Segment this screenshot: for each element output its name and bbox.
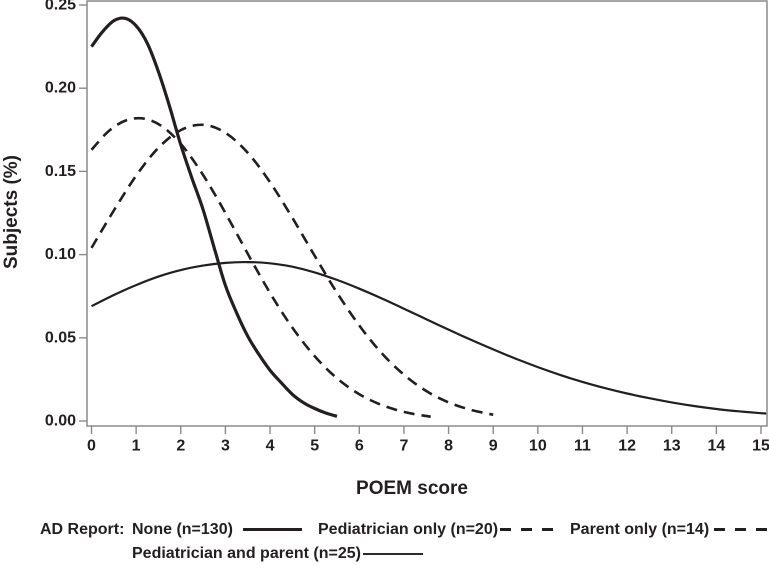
curves — [90, 16, 767, 418]
x-tick-label: 12 — [618, 438, 636, 455]
x-tick-label: 8 — [444, 438, 453, 455]
x-tick-label: 5 — [310, 438, 319, 455]
curve-parent-only — [90, 123, 494, 416]
legend-label-pediatrician-and-parent: Pediatrician and parent (n=25) — [132, 545, 361, 562]
x-tick-label: 2 — [176, 438, 185, 455]
x-tick-label: 10 — [529, 438, 547, 455]
plot-frame — [86, 0, 768, 427]
y-tick-label: 0.10 — [45, 246, 76, 263]
y-tick-label: 0.25 — [45, 0, 76, 14]
y-tick-label: 0.15 — [45, 163, 76, 180]
y-axis-title: Subjects (%) — [1, 155, 22, 269]
plot-border — [86, 0, 768, 427]
poem-score-distribution-chart: 0 1 2 3 4 5 6 7 8 9 10 11 12 13 14 150.000.050.100.150.… — [1, 0, 769, 499]
x-tick-label: 9 — [489, 438, 498, 455]
x-tick-label: 13 — [663, 438, 681, 455]
legend-label-parent-only: Parent only (n=14) — [570, 521, 710, 538]
x-tick-label: 3 — [221, 438, 230, 455]
y-tick-label: 0.00 — [45, 413, 76, 430]
legend-line-dashed-pediatrician-only — [500, 528, 554, 531]
legend-line-solid-thick — [243, 528, 302, 531]
x-tick-label: 4 — [266, 438, 275, 455]
y-tick-label: 0.20 — [45, 80, 76, 97]
x-axis-title: POEM score — [356, 478, 468, 499]
x-tick-label: 15 — [752, 438, 769, 455]
legend-label-pediatrician-only: Pediatrician only (n=20) — [318, 521, 499, 538]
curve-none — [90, 16, 338, 418]
x-tick-label: 0 — [87, 438, 96, 455]
x-tick-label: 1 — [132, 438, 141, 455]
curve-pediatrician-and-parent — [90, 260, 767, 415]
legend-line-solid-thin — [363, 553, 423, 555]
legend-line-dashed-parent-only — [714, 528, 769, 531]
legend-title: AD Report: — [40, 521, 125, 538]
x-tick-label: 6 — [355, 438, 364, 455]
x-tick-label: 7 — [399, 438, 408, 455]
axis-ticks: 0 1 2 3 4 5 6 7 8 9 10 11 12 13 14 150.000.050.100.150.… — [45, 0, 769, 455]
x-tick-label: 11 — [574, 438, 591, 455]
y-tick-label: 0.05 — [45, 329, 76, 346]
curve-pediatrician-only — [90, 116, 431, 418]
legend-label-none: None (n=130) — [132, 521, 233, 538]
x-tick-label: 14 — [707, 438, 725, 455]
